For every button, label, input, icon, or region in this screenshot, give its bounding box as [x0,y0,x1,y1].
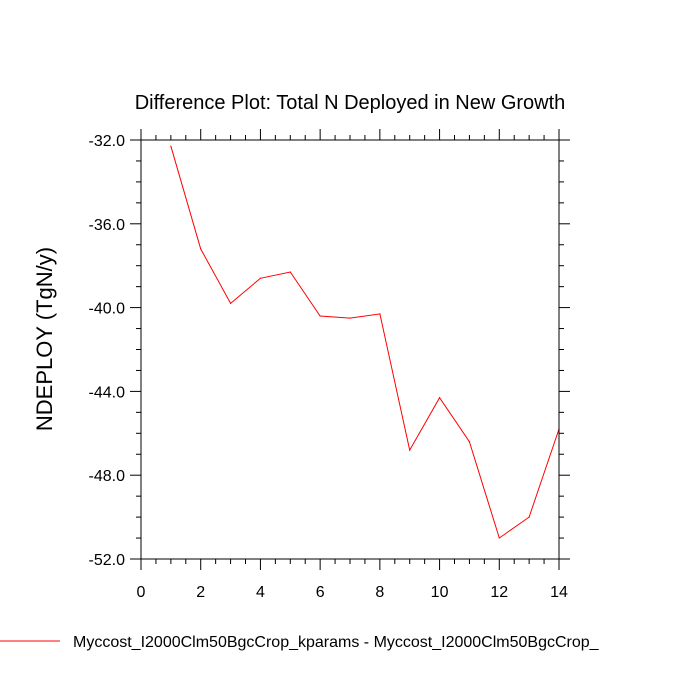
legend: Myccost_I2000Clm50BgcCrop_kparams - Mycc… [0,634,600,651]
data-point [409,449,411,451]
series-line [170,146,560,539]
data-point [319,315,321,317]
data-point [528,516,530,518]
data-point [438,397,441,399]
y-tick-label: -44.0 [89,384,126,401]
x-tick-label: 6 [316,584,325,601]
legend-label: Myccost_I2000Clm50BgcCrop_kparams - Mycc… [73,634,600,651]
x-tick-label: 0 [137,584,146,601]
y-tick-label: -32.0 [89,133,126,150]
data-point [170,145,172,147]
y-tick-label: -52.0 [89,552,126,569]
data-point [498,537,500,539]
data-point [200,248,202,250]
chart-title: Difference Plot: Total N Deployed in New… [135,92,566,114]
data-point [289,271,291,273]
y-tick-label: -48.0 [89,468,126,485]
data-point [229,302,232,305]
x-tick-label: 8 [375,584,384,601]
x-tick-label: 2 [196,584,205,601]
axis-ticks [130,129,570,570]
data-point [468,441,471,443]
series-layer [170,145,560,539]
x-tick-label: 10 [431,584,449,601]
y-tick-label: -36.0 [89,217,126,234]
x-tick-label: 14 [550,584,568,601]
axis-tick-labels: 0 2 4 6 8 10 12 14 -52.0 -48.0 -44.0 -40.0 -36.0 -32.… [89,133,568,601]
plot-frame [140,139,560,560]
data-point [379,313,381,315]
y-axis-label: NDEPLOY (TgN/y) [32,247,57,431]
x-tick-label: 4 [256,584,265,601]
x-tick-label: 12 [490,584,508,601]
data-point [259,277,262,279]
y-tick-label: -40.0 [89,301,126,318]
data-point [349,317,351,319]
